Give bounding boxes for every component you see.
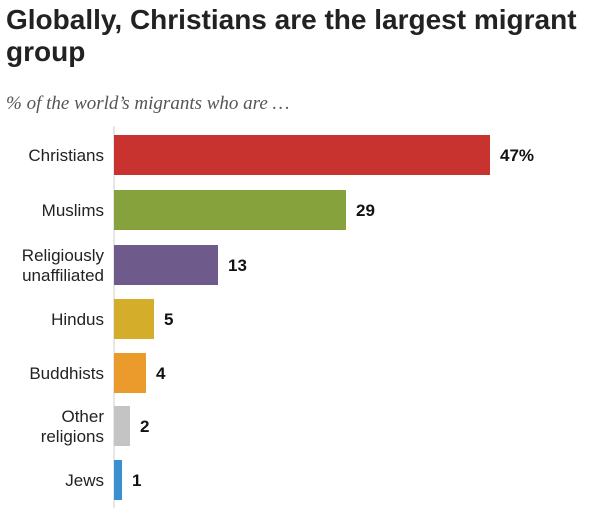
value-label: 1 [132, 471, 141, 490]
category-label: Hindus [51, 310, 104, 329]
bar-religiously-unaffiliated [114, 245, 218, 285]
chart-title: Globally, Christians are the largest mig… [6, 4, 577, 67]
category-label: Other religions [41, 407, 105, 446]
bar-other-religions [114, 406, 130, 446]
value-label: 5 [164, 310, 173, 329]
value-label: 13 [228, 256, 247, 275]
category-label: Muslims [42, 201, 104, 220]
bar-hindus [114, 299, 154, 339]
category-label: Christians [28, 146, 104, 165]
bar-buddhists [114, 353, 146, 393]
bar-muslims [114, 190, 346, 230]
value-label: 29 [356, 201, 375, 220]
value-label: 4 [156, 364, 166, 383]
bar-jews [114, 460, 122, 500]
value-label: 47% [500, 146, 534, 165]
chart-subtitle: % of the world’s migrants who are … [6, 93, 290, 114]
category-label: Buddhists [29, 364, 104, 383]
category-label: Religiously unaffiliated [22, 246, 105, 285]
value-label: 2 [140, 417, 149, 436]
bar-christians [114, 135, 490, 175]
category-label: Jews [65, 471, 104, 490]
